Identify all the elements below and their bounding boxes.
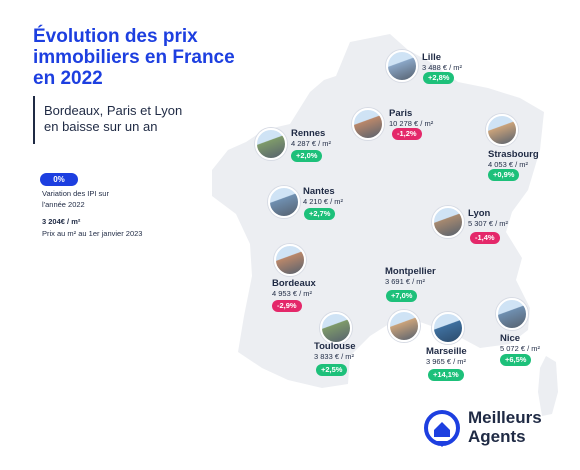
legend-price: 3 204€ / m² (42, 217, 81, 226)
france-mainland-shape (212, 34, 544, 388)
city-price: 4 953 € / m² (272, 289, 313, 298)
bay-photo (496, 298, 528, 330)
legend-variation-line2: l'année 2022 (42, 200, 85, 209)
city-change-badge: +14,1% (428, 369, 464, 381)
city-price: 4 210 € / m² (303, 197, 344, 206)
city-price: 4 287 € / m² (291, 139, 332, 148)
city-price: 5 072 € / m² (500, 344, 541, 353)
city-change-badge: -1,4% (470, 232, 500, 244)
city-change-badge: +6,5% (500, 354, 532, 366)
city-name: Strasbourg (488, 149, 539, 160)
city-change-badge: +0,9% (488, 169, 520, 181)
city-change-badge: +2,0% (291, 150, 323, 162)
city-name: Rennes (291, 128, 326, 139)
legend-variation-line1: Variation des IPI sur (42, 189, 109, 198)
timber-houses-photo (255, 128, 287, 160)
city-price: 4 053 € / m² (488, 160, 529, 169)
legend-badge: 0% (40, 173, 78, 186)
city-name: Nantes (303, 186, 335, 197)
logo-line2: Agents (468, 427, 526, 446)
city-change-badge: +2,8% (423, 72, 455, 84)
paris-street-photo (352, 108, 384, 140)
city-price: 3 833 € / m² (314, 352, 355, 361)
city-name: Bordeaux (272, 278, 316, 289)
city-price: 3 488 € / m² (422, 63, 463, 72)
legend-price-caption: Prix au m² au 1er janvier 2023 (42, 229, 143, 238)
harbour-photo (388, 310, 420, 342)
logo-line1: Meilleurs (468, 408, 542, 427)
subtitle-accent-bar (33, 96, 195, 144)
corsica-shape (538, 356, 558, 416)
belfry-photo (386, 50, 418, 82)
marseille-harbour-photo (432, 312, 464, 344)
subtitle: Bordeaux, Paris et Lyon en baisse sur un… (44, 103, 183, 134)
canal-houses-photo (486, 114, 518, 146)
city-change-badge: -1,2% (392, 128, 422, 140)
meilleurs-agents-logo: Meilleurs Agents (424, 408, 564, 450)
bridge-photo (268, 186, 300, 218)
city-name: Lille (422, 52, 442, 63)
city-change-badge: -2,9% (272, 300, 302, 312)
city-price: 5 307 € / m² (468, 219, 509, 228)
city-name: Paris (389, 108, 413, 119)
city-name: Nice (500, 333, 521, 344)
city-price: 3 965 € / m² (426, 357, 467, 366)
city-name: Toulouse (314, 341, 356, 352)
city-change-badge: +2,7% (304, 208, 336, 220)
brick-city-photo (320, 312, 352, 344)
city-price: 10 278 € / m² (389, 119, 434, 128)
city-change-badge: +2,5% (316, 364, 348, 376)
city-price: 3 691 € / m² (385, 277, 426, 286)
river-city-photo (274, 244, 306, 276)
city-change-badge: +7,0% (386, 290, 418, 302)
house-pin-icon (424, 410, 460, 447)
city-name: Marseille (426, 346, 467, 357)
page-title: Évolution des prix immobiliers en France… (33, 26, 235, 89)
city-name: Montpellier (385, 266, 436, 277)
basilica-photo (432, 206, 464, 238)
city-name: Lyon (468, 208, 491, 219)
